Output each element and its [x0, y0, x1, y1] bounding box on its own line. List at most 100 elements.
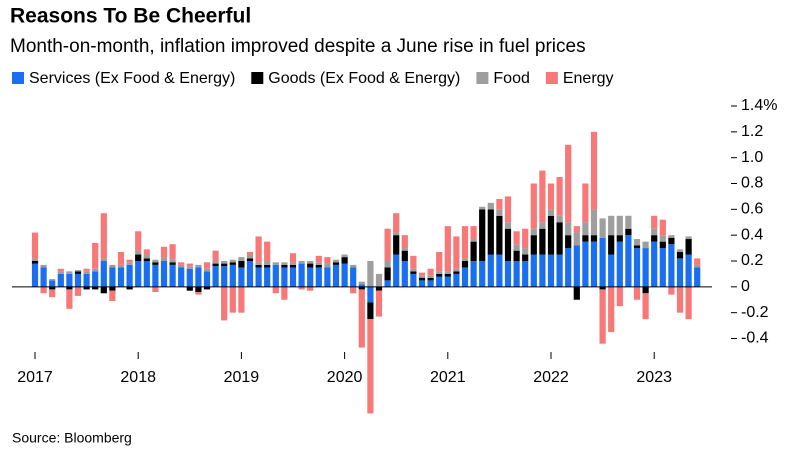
- bar-segment: [195, 292, 202, 295]
- bar-segment: [616, 215, 623, 236]
- bar-segment: [264, 267, 271, 287]
- bar-segment: [522, 254, 529, 261]
- bar-segment: [229, 286, 236, 313]
- bar-segment: [590, 235, 598, 242]
- bar-segment: [178, 264, 185, 268]
- bar-segment: [410, 268, 417, 272]
- bar-segment: [496, 254, 503, 287]
- bar-segment: [117, 267, 125, 287]
- bar-segment: [470, 241, 477, 261]
- bar-segment: [315, 262, 322, 265]
- bar-segment: [461, 258, 469, 261]
- bar-segment: [332, 264, 340, 287]
- bar-segment: [384, 267, 391, 281]
- bar-segment: [178, 267, 185, 287]
- bar-segment: [565, 248, 572, 287]
- y-tick-label: -0.2: [741, 304, 769, 321]
- bar-segment: [143, 254, 150, 259]
- bar-segment: [289, 253, 297, 263]
- bar-segment: [522, 228, 529, 249]
- bar-segment: [160, 261, 168, 287]
- bar-segment: [633, 248, 641, 287]
- bar-segment: [212, 250, 219, 261]
- bar-segment: [573, 245, 580, 287]
- legend-swatch: [12, 72, 24, 84]
- bar-segment: [281, 267, 288, 287]
- bar-segment: [513, 250, 520, 261]
- bar-segment: [221, 263, 228, 267]
- bar-segment: [444, 271, 451, 274]
- bar-segment: [375, 286, 383, 291]
- bar-segment: [221, 266, 228, 287]
- y-tick-label: -0.4: [741, 330, 769, 347]
- bar-segment: [57, 271, 64, 274]
- bar-segment: [479, 209, 486, 261]
- bar-segment: [160, 257, 168, 261]
- bar-segment: [547, 215, 555, 255]
- bar-segment: [49, 279, 56, 281]
- bar-segment: [238, 267, 245, 287]
- bar-segment: [504, 228, 512, 261]
- bar-segment: [659, 241, 666, 249]
- bar-segment: [31, 263, 39, 287]
- bar-segment: [676, 258, 684, 287]
- bar-segment: [453, 273, 460, 287]
- bar-segment: [92, 268, 99, 272]
- bar-segment: [590, 241, 598, 287]
- bar-segment: [246, 251, 254, 255]
- bar-segment: [143, 258, 150, 261]
- bar-segment: [212, 263, 219, 267]
- bar-segment: [109, 267, 116, 287]
- legend-label: Services (Ex Food & Energy): [29, 70, 235, 87]
- bar-segment: [92, 271, 99, 287]
- bar-segment: [487, 209, 494, 255]
- bar-segment: [659, 235, 666, 242]
- bar-segment: [659, 219, 666, 236]
- bar-segment: [418, 272, 426, 276]
- bar-segment: [332, 262, 340, 265]
- bar-segment: [642, 293, 649, 320]
- chart-title: Reasons To Be Cheerful: [10, 5, 251, 28]
- bar-segment: [83, 286, 90, 290]
- bar-segment: [212, 261, 219, 264]
- bar-segment: [272, 264, 279, 287]
- bar-segment: [642, 248, 649, 287]
- bar-segment: [109, 290, 116, 302]
- bar-segment: [117, 264, 125, 268]
- bar-segment: [126, 262, 133, 265]
- bar-segment: [350, 286, 357, 294]
- bar-segment: [444, 273, 451, 277]
- legend-swatch: [476, 72, 489, 84]
- bar-segment: [633, 245, 641, 249]
- bar-segment: [513, 261, 520, 287]
- x-tick-label: 2021: [430, 369, 466, 386]
- bar-segment: [599, 286, 606, 290]
- bar-segment: [573, 226, 580, 233]
- bar-segment: [324, 267, 331, 287]
- bar-segment: [281, 286, 288, 300]
- bar-segment: [281, 262, 288, 265]
- bar-segment: [487, 254, 494, 287]
- bar-segment: [255, 262, 262, 265]
- bar-segment: [358, 289, 365, 348]
- bar-segment: [83, 268, 90, 272]
- bar-segment: [556, 177, 563, 216]
- bar-segment: [427, 268, 434, 276]
- bar-segment: [152, 286, 159, 292]
- bar-segment: [375, 273, 383, 287]
- bar-segment: [272, 286, 279, 294]
- bar-segment: [582, 235, 589, 242]
- x-tick-label: 2022: [533, 369, 569, 386]
- bar-segment: [49, 280, 56, 287]
- bar-segment: [522, 261, 529, 287]
- bar-segment: [590, 209, 598, 236]
- bar-segment: [238, 261, 245, 268]
- bar-segment: [186, 286, 193, 291]
- y-tick-label: 1.0: [741, 149, 763, 166]
- bar-segment: [66, 273, 73, 287]
- bar-segment: [573, 232, 580, 246]
- bar-segment: [436, 271, 443, 274]
- bar-segment: [582, 222, 589, 236]
- bar-segment: [307, 263, 314, 268]
- bar-segment: [66, 286, 73, 290]
